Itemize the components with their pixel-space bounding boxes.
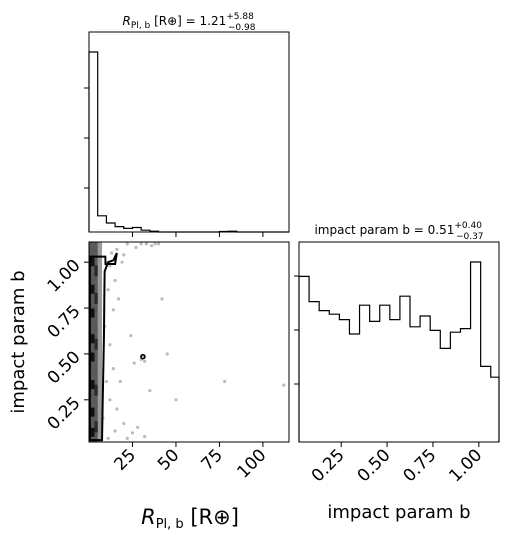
scatter-point-9 (116, 297, 121, 301)
scatter-point-25 (125, 436, 129, 440)
scatter-point-3 (153, 242, 157, 246)
scatter-point-23 (136, 425, 140, 429)
scatter-point-39 (118, 379, 122, 384)
density-xtick-label-2: 75 (198, 445, 227, 474)
density-core-4 (89, 334, 95, 344)
scatter-point-20 (115, 407, 119, 411)
density-ytick-label-1: 0.50 (44, 347, 85, 388)
scatter-point-0 (139, 242, 143, 246)
density-ticks: 25 50 75 100 0.25 0.50 0.751.00 (44, 256, 271, 483)
density-strip (89, 242, 103, 442)
histogram-radius-title: RPl, b [R⊕] = 1.21+5.88 −0.98 (123, 12, 256, 33)
density-contour (89, 252, 118, 442)
density-ytick-label-2: 0.75 (44, 301, 85, 342)
scatter-point-5 (125, 242, 129, 246)
scatter-point-27 (148, 389, 152, 393)
scatter-point-22 (130, 431, 135, 435)
x-axis-label-radius: RPl, b [R⊕] (141, 505, 239, 532)
density-frame (88, 241, 290, 443)
density-band-0 (94, 421, 98, 433)
scatter-point-41 (122, 253, 126, 257)
density-band-3 (94, 292, 98, 304)
density-band-4 (94, 265, 98, 277)
density-core-1 (89, 407, 95, 417)
density-core-3 (89, 352, 95, 362)
scatter-point-8 (113, 278, 117, 283)
scatter-point-29 (174, 398, 178, 402)
scatter-point-14 (120, 260, 124, 264)
scatter-point-10 (111, 308, 115, 312)
scatter-point-19 (108, 398, 112, 402)
scatter-point-16 (108, 343, 112, 347)
scatter-point-1 (144, 242, 148, 246)
scatter-point-12 (110, 251, 114, 255)
density-xtick-label-1: 50 (154, 445, 183, 474)
hist-impact-xtick-label-3: 1.00 (445, 445, 486, 486)
scatter-point-30 (223, 379, 227, 384)
scatter-point-40 (106, 436, 110, 440)
scatter-point-17 (111, 367, 115, 371)
scatter-point-11 (106, 288, 110, 292)
x-axis-label-impact: impact param b (327, 502, 470, 523)
histogram-radius-ticks (84, 87, 264, 237)
scatter-point-28 (165, 352, 169, 356)
scatter-point-34 (143, 359, 147, 363)
histogram-impact-panel: impact param b = 0.51+0.40 −0.37 0.25 0.50… (294, 221, 500, 523)
hist-impact-xtick-label-2: 0.75 (400, 445, 441, 486)
density-ytick-label-3: 1.00 (44, 256, 85, 297)
scatter-point-35 (160, 297, 164, 301)
y-axis-label-impact: impact param b (8, 270, 29, 413)
density-core-2 (89, 380, 95, 390)
scatter-point-6 (134, 245, 138, 250)
scatter-point-13 (115, 247, 119, 251)
density-xtick-label-3: 100 (233, 445, 270, 482)
scatter-point-2 (150, 244, 154, 248)
histogram-impact-title: impact param b = 0.51+0.40 −0.37 (314, 221, 483, 242)
density-panel: 25 50 75 100 0.25 0.50 0.751.00 RPl, b [R⊕] im… (8, 241, 290, 532)
scatter-points (101, 242, 286, 440)
density-core-5 (89, 308, 95, 318)
scatter-point-26 (113, 429, 117, 433)
density-ytick-label-0: 0.25 (44, 393, 85, 434)
scatter-point-36 (129, 333, 133, 338)
scatter-point-21 (122, 422, 126, 426)
histogram-radius-frame (88, 31, 290, 233)
density-core-7 (89, 257, 95, 267)
histogram-impact-steps (298, 261, 500, 442)
density-xtick-label-0: 25 (111, 445, 140, 474)
scatter-point-24 (143, 434, 147, 439)
scatter-point-7 (108, 264, 112, 268)
density-band-1 (94, 384, 98, 396)
scatter-point-18 (104, 379, 108, 384)
density-island (140, 353, 146, 360)
density-band-2 (94, 338, 98, 350)
hist-impact-xtick-label-1: 0.50 (354, 445, 395, 486)
histogram-radius-steps (88, 51, 289, 233)
scatter-point-4 (156, 242, 161, 246)
histogram-radius-panel: RPl, b [R⊕] = 1.21+5.88 −0.98 (84, 12, 290, 237)
hist-impact-xtick-label-0: 0.25 (308, 445, 349, 486)
histogram-impact-frame (298, 241, 500, 443)
density-core-0 (89, 427, 95, 437)
scatter-point-31 (282, 383, 286, 387)
scatter-point-37 (132, 361, 136, 365)
density-core-6 (89, 284, 95, 294)
